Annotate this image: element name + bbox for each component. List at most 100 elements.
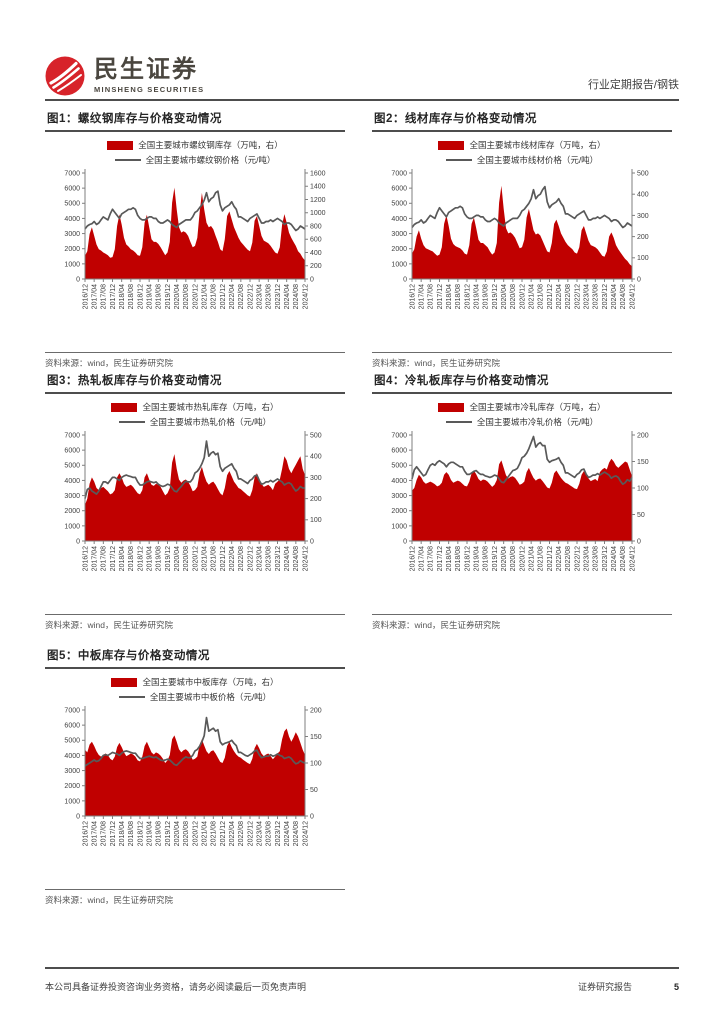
svg-text:7000: 7000 <box>391 432 407 439</box>
figure-legend: 全国主要城市中板库存（万吨，右） 全国主要城市中板价格（元/吨） <box>45 676 345 703</box>
svg-text:2024/08: 2024/08 <box>620 546 627 571</box>
svg-text:2018/08: 2018/08 <box>128 546 135 571</box>
svg-text:2024/04: 2024/04 <box>284 821 291 846</box>
svg-text:200: 200 <box>637 234 649 241</box>
svg-text:300: 300 <box>310 475 322 482</box>
svg-text:200: 200 <box>310 263 322 270</box>
figure-title: 图1：螺纹钢库存与价格变动情况 <box>45 110 345 132</box>
svg-text:200: 200 <box>310 707 322 714</box>
line-swatch-icon <box>118 420 145 424</box>
svg-text:5000: 5000 <box>391 463 407 470</box>
svg-text:2022/04: 2022/04 <box>556 546 563 571</box>
legend-inventory: 全国主要城市螺纹钢库存（万吨，右） <box>107 139 283 151</box>
svg-text:5000: 5000 <box>64 201 80 208</box>
svg-text:300: 300 <box>637 213 649 220</box>
svg-text:2019/12: 2019/12 <box>165 546 172 571</box>
svg-text:2023/08: 2023/08 <box>266 821 273 846</box>
svg-text:2017/08: 2017/08 <box>428 546 435 571</box>
svg-text:2023/12: 2023/12 <box>275 821 282 846</box>
svg-text:2024/04: 2024/04 <box>284 284 291 309</box>
svg-text:6000: 6000 <box>391 448 407 455</box>
svg-text:2017/04: 2017/04 <box>419 546 426 571</box>
svg-text:2018/08: 2018/08 <box>455 546 462 571</box>
brand-name-cn: 民生证券 <box>94 56 198 84</box>
svg-text:2021/04: 2021/04 <box>529 546 536 571</box>
svg-text:4000: 4000 <box>391 478 407 485</box>
svg-text:2021/04: 2021/04 <box>202 284 209 309</box>
svg-text:2020/12: 2020/12 <box>192 284 199 309</box>
legend-price: 全国主要城市线材价格（元/吨） <box>445 154 598 166</box>
svg-text:2017/12: 2017/12 <box>437 546 444 571</box>
svg-text:2022/12: 2022/12 <box>574 546 581 571</box>
area-swatch-icon <box>438 402 465 412</box>
figure-2-wire-rod: 图2：线材库存与价格变动情况 全国主要城市线材库存（万吨，右） 全国主要城市线材… <box>372 110 672 369</box>
svg-text:2017/08: 2017/08 <box>428 284 435 309</box>
chart-plot: 0 1000 2000 3000 4000 5000 6000 7000 0 200 400 600 8… <box>64 169 326 309</box>
svg-text:2022/08: 2022/08 <box>238 821 245 846</box>
svg-text:2000: 2000 <box>391 246 407 253</box>
brand-text: 民生证券 MINSHENG SECURITIES <box>94 58 204 94</box>
svg-text:5000: 5000 <box>391 201 407 208</box>
svg-text:0: 0 <box>637 538 641 545</box>
legend-inventory-label: 全国主要城市中板库存（万吨，右） <box>142 677 279 687</box>
svg-text:2024/04: 2024/04 <box>284 546 291 571</box>
svg-text:2019/12: 2019/12 <box>165 284 172 309</box>
footer-disclaimer: 本公司具备证券投资咨询业务资格，请务必阅读最后一页免责声明 <box>45 982 307 992</box>
source-note: 资料来源：wind，民生证券研究院 <box>372 352 672 369</box>
svg-text:2018/12: 2018/12 <box>137 284 144 309</box>
svg-text:2017/12: 2017/12 <box>110 821 117 846</box>
svg-text:2023/08: 2023/08 <box>266 284 273 309</box>
minsheng-logo-icon <box>45 56 85 96</box>
svg-text:2019/08: 2019/08 <box>483 546 490 571</box>
svg-text:2021/12: 2021/12 <box>220 821 227 846</box>
svg-text:2017/04: 2017/04 <box>419 284 426 309</box>
line-swatch-icon <box>118 695 145 699</box>
svg-text:0: 0 <box>76 813 80 820</box>
svg-text:2019/12: 2019/12 <box>165 821 172 846</box>
svg-text:2019/08: 2019/08 <box>156 284 163 309</box>
legend-inventory: 全国主要城市线材库存（万吨，右） <box>438 139 606 151</box>
svg-text:2020/08: 2020/08 <box>183 821 190 846</box>
svg-text:1000: 1000 <box>64 261 80 268</box>
svg-text:2018/04: 2018/04 <box>119 546 126 571</box>
svg-text:2020/04: 2020/04 <box>174 546 181 571</box>
svg-text:2021/08: 2021/08 <box>538 284 545 309</box>
svg-text:2017/04: 2017/04 <box>92 546 99 571</box>
svg-text:1000: 1000 <box>64 523 80 530</box>
svg-text:2020/12: 2020/12 <box>519 284 526 309</box>
svg-text:2019/08: 2019/08 <box>156 821 163 846</box>
svg-text:2021/08: 2021/08 <box>211 821 218 846</box>
svg-text:2020/08: 2020/08 <box>183 546 190 571</box>
svg-text:2023/12: 2023/12 <box>275 546 282 571</box>
svg-text:7000: 7000 <box>64 707 80 714</box>
svg-text:2022/04: 2022/04 <box>556 284 563 309</box>
svg-text:2019/12: 2019/12 <box>492 284 499 309</box>
header-rule <box>45 99 679 101</box>
svg-text:400: 400 <box>637 192 649 199</box>
svg-text:2020/12: 2020/12 <box>192 821 199 846</box>
figure-title: 图2：线材库存与价格变动情况 <box>372 110 672 132</box>
svg-text:2022/04: 2022/04 <box>229 546 236 571</box>
svg-text:1400: 1400 <box>310 184 326 191</box>
svg-text:2018/04: 2018/04 <box>119 821 126 846</box>
svg-text:0: 0 <box>403 276 407 283</box>
svg-text:100: 100 <box>637 485 649 492</box>
svg-text:6000: 6000 <box>391 186 407 193</box>
figure-legend: 全国主要城市冷轧库存（万吨，右） 全国主要城市冷轧价格（元/吨） <box>372 401 672 428</box>
svg-text:4000: 4000 <box>391 216 407 223</box>
source-note: 资料来源：wind，民生证券研究院 <box>45 889 345 906</box>
svg-text:2016/12: 2016/12 <box>82 546 89 571</box>
brand-name-en: MINSHENG SECURITIES <box>94 85 205 95</box>
svg-text:2020/04: 2020/04 <box>174 284 181 309</box>
svg-text:1000: 1000 <box>64 798 80 805</box>
svg-text:2024/04: 2024/04 <box>611 284 618 309</box>
svg-text:2020/04: 2020/04 <box>501 284 508 309</box>
svg-text:2000: 2000 <box>64 783 80 790</box>
svg-text:2021/04: 2021/04 <box>202 821 209 846</box>
figure-legend: 全国主要城市线材库存（万吨，右） 全国主要城市线材价格（元/吨） <box>372 139 672 166</box>
svg-text:2023/08: 2023/08 <box>266 546 273 571</box>
svg-text:2017/12: 2017/12 <box>437 284 444 309</box>
legend-price: 全国主要城市热轧价格（元/吨） <box>118 416 271 428</box>
svg-text:2024/08: 2024/08 <box>293 821 300 846</box>
